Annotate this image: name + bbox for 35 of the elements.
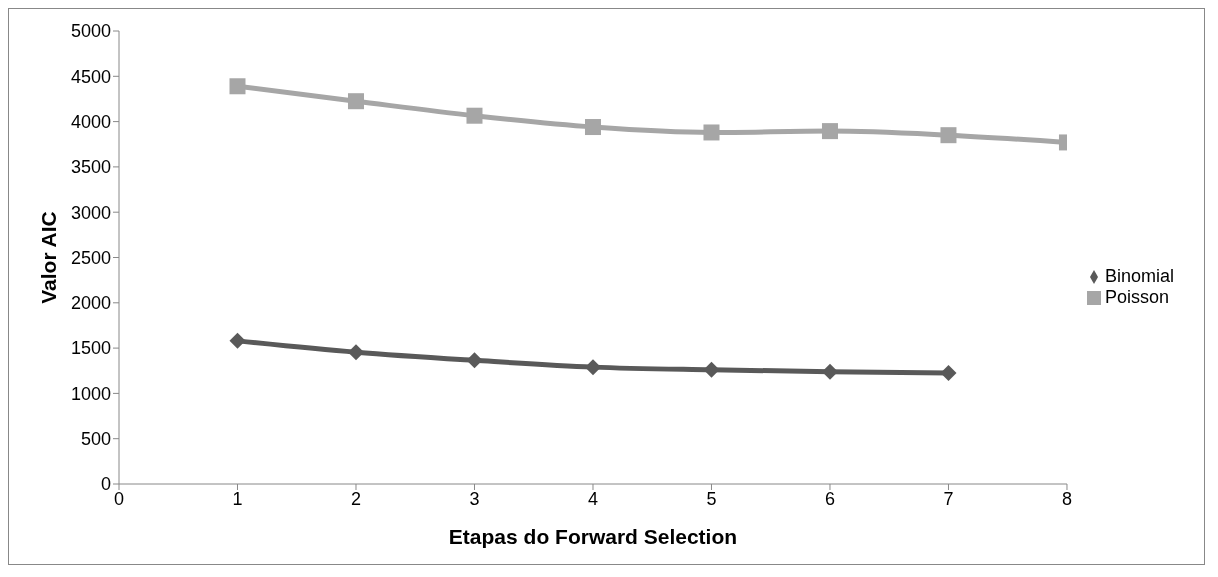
x-tick-label: 4 (587, 488, 598, 509)
y-tick-label: 1000 (70, 383, 111, 404)
point (940, 127, 957, 144)
y-tick-label: 2500 (70, 247, 111, 268)
x-tick-label: 7 (943, 488, 954, 509)
y-tick-label: 4500 (70, 66, 111, 87)
x-tick-label: 1 (232, 488, 243, 509)
x-tick-label: 3 (469, 488, 480, 509)
point (703, 361, 720, 378)
point (821, 123, 838, 140)
point (703, 124, 720, 141)
x-tick-label: 5 (706, 488, 717, 509)
legend-label: Poisson (1104, 286, 1170, 307)
y-tick-label: 2000 (70, 293, 111, 314)
legend-label: Binomial (1104, 265, 1174, 286)
x-tick-label: 0 (113, 488, 125, 509)
point (940, 365, 957, 382)
y-tick-label: 0 (100, 474, 111, 495)
x-tick-label: 2 (350, 488, 361, 509)
point (466, 107, 483, 124)
point (466, 352, 483, 369)
point (584, 119, 601, 136)
y-tick-label: 1500 (70, 338, 111, 359)
point (229, 78, 246, 95)
y-tick-label: 500 (80, 429, 111, 450)
x-axis-title: Etapas do Forward Selection (448, 525, 738, 548)
y-axis-title: Valor AIC (37, 211, 61, 304)
point (347, 93, 364, 110)
point (229, 332, 246, 349)
y-tick-label: 3500 (70, 157, 111, 178)
y-tick-label: 4000 (70, 111, 111, 132)
y-tick-label: 3000 (70, 202, 111, 223)
y-tick-label: 5000 (70, 21, 111, 42)
x-tick-label: 6 (824, 488, 835, 509)
x-tick-label: 8 (1061, 488, 1072, 509)
